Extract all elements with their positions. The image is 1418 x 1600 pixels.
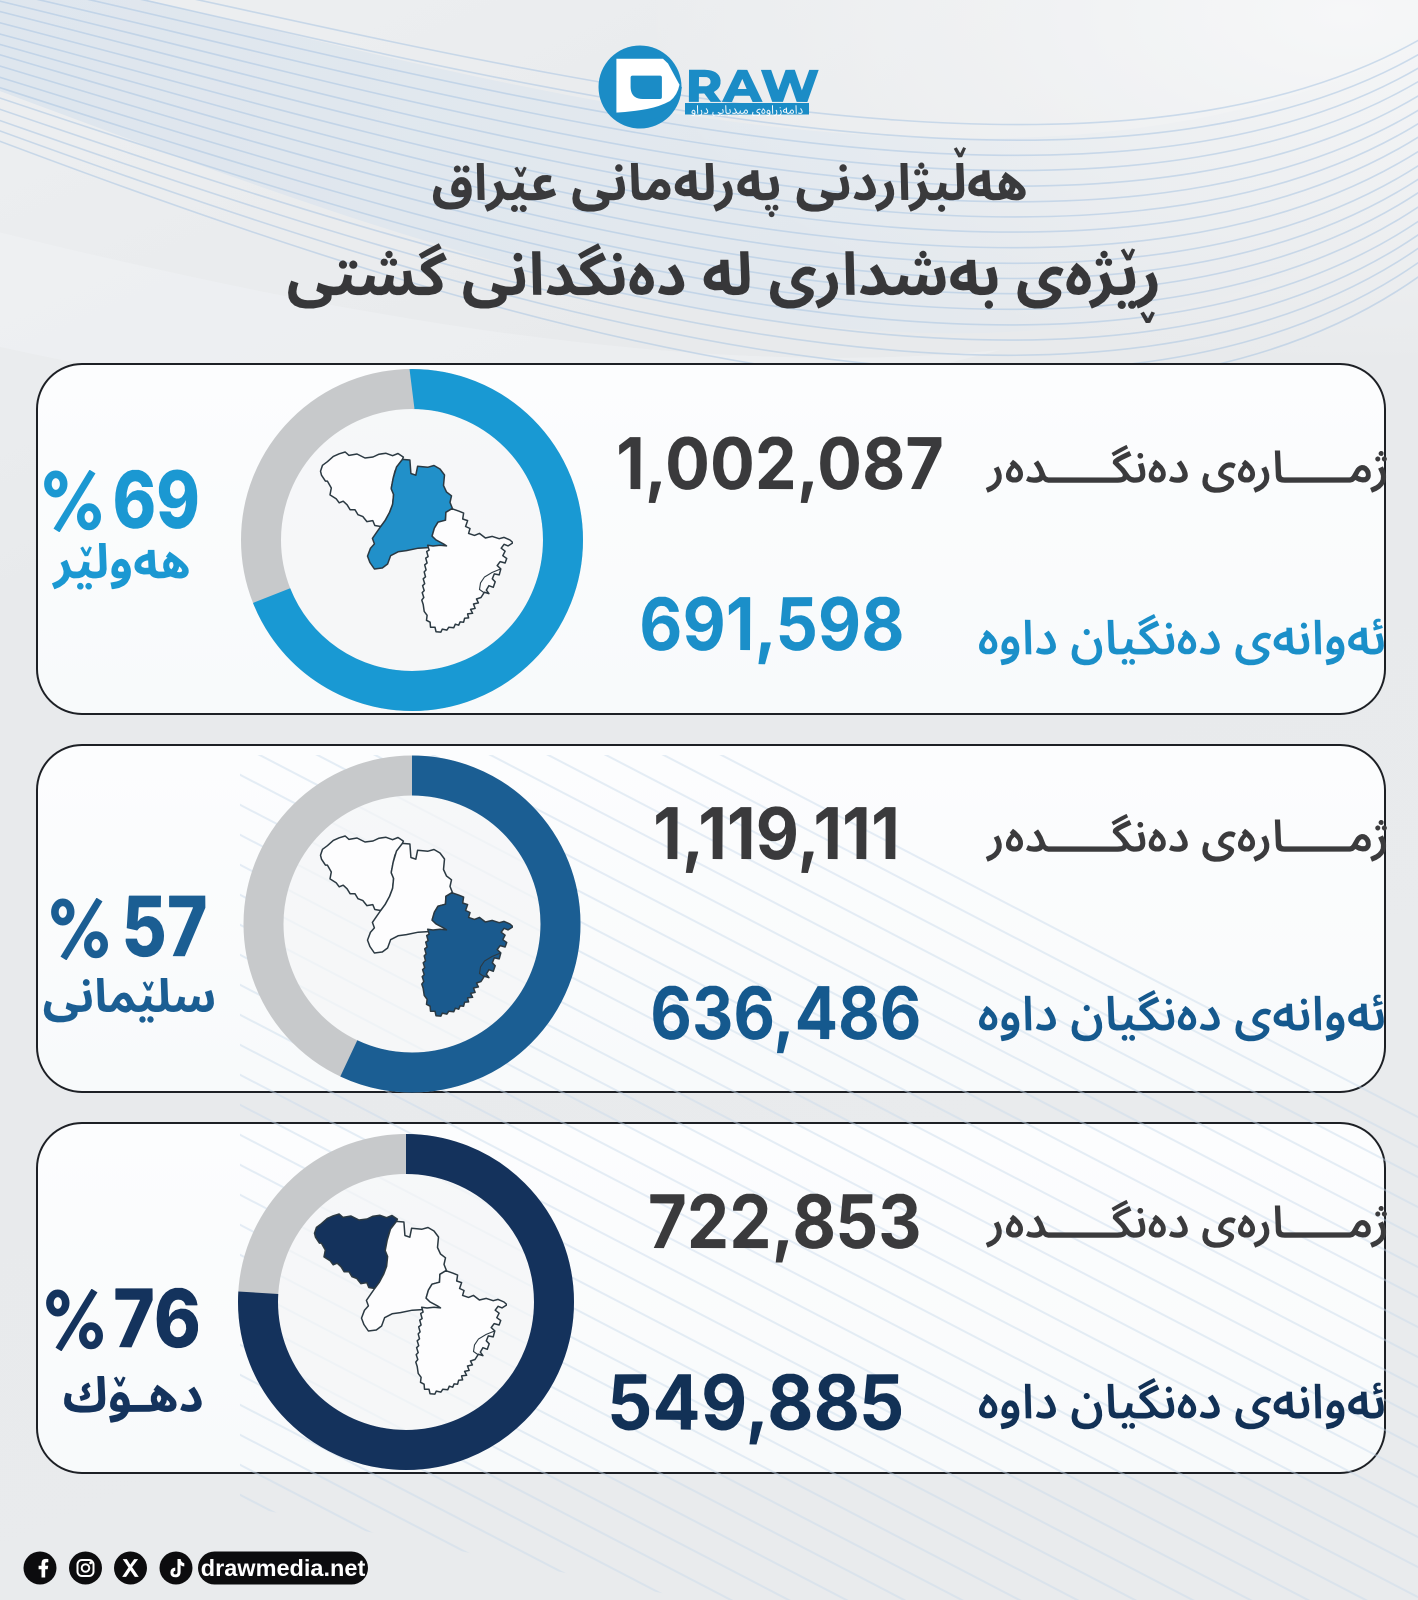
svg-text:drawmedia.net: drawmedia.net	[201, 1555, 366, 1581]
